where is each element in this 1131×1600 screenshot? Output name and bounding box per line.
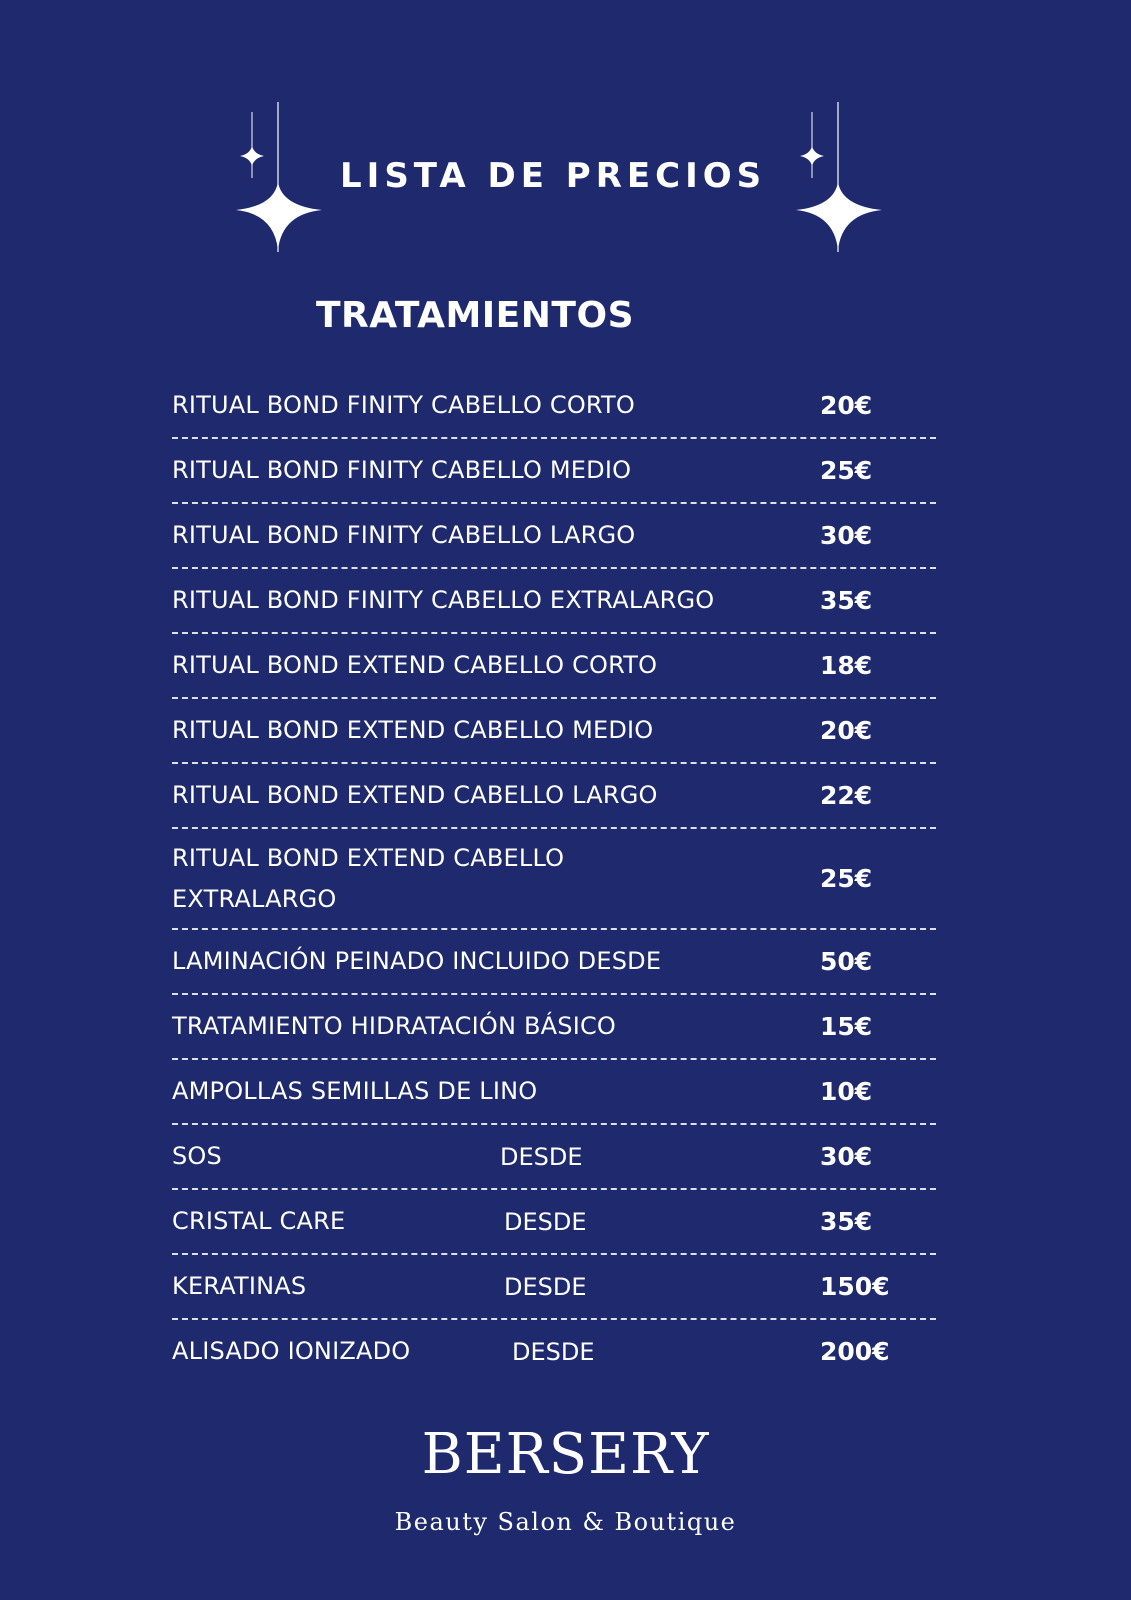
service-name: SOS — [172, 1142, 222, 1170]
desde-label: DESDE — [504, 1272, 587, 1301]
price-row: TRATAMIENTO HIDRATACIÓN BÁSICO 15€ — [172, 995, 936, 1060]
service-price: 20€ — [820, 391, 873, 420]
service-name: RITUAL BOND EXTEND CABELLO LARGO — [172, 781, 658, 809]
service-price: 35€ — [820, 1207, 873, 1236]
service-name: RITUAL BOND FINITY CABELLO LARGO — [172, 521, 636, 549]
service-name: TRATAMIENTO HIDRATACIÓN BÁSICO — [172, 1012, 617, 1040]
sparkle-right-icon — [796, 102, 882, 252]
price-row: RITUAL BOND FINITY CABELLO LARGO 30€ — [172, 504, 936, 569]
price-row: LAMINACIÓN PEINADO INCLUIDO DESDE 50€ — [172, 930, 936, 995]
section-title: TRATAMIENTOS — [316, 295, 634, 336]
price-row: RITUAL BOND FINITY CABELLO CORTO 20€ — [172, 374, 936, 439]
price-row: RITUAL BOND EXTEND CABELLO LARGO 22€ — [172, 764, 936, 829]
service-name: RITUAL BOND FINITY CABELLO MEDIO — [172, 456, 632, 484]
service-price: 30€ — [820, 521, 873, 550]
service-name: RITUAL BOND EXTEND CABELLO MEDIO — [172, 716, 654, 744]
brand-logo: BERSERY — [421, 1422, 710, 1487]
price-row: KERATINAS DESDE 150€ — [172, 1255, 936, 1320]
price-row: CRISTAL CARE DESDE 35€ — [172, 1190, 936, 1255]
service-price: 50€ — [820, 947, 873, 976]
service-price: 20€ — [820, 716, 873, 745]
service-name: ALISADO IONIZADO — [172, 1337, 411, 1365]
price-row: RITUAL BOND FINITY CABELLO EXTRALARGO 35€ — [172, 569, 936, 634]
service-name: RITUAL BOND EXTEND CABELLO CORTO — [172, 651, 658, 679]
page-title: LISTA DE PRECIOS — [340, 156, 767, 196]
price-row: RITUAL BOND EXTEND CABELLO CORTO 18€ — [172, 634, 936, 699]
service-name: LAMINACIÓN PEINADO INCLUIDO DESDE — [172, 947, 662, 975]
price-row: SOS DESDE 30€ — [172, 1125, 936, 1190]
price-row: RITUAL BOND EXTEND CABELLO EXTRALARGO 25€ — [172, 829, 936, 930]
desde-label: DESDE — [500, 1142, 583, 1171]
service-name: AMPOLLAS SEMILLAS DE LINO — [172, 1077, 538, 1105]
service-price: 18€ — [820, 651, 873, 680]
brand-tagline: Beauty Salon & Boutique — [394, 1508, 737, 1536]
service-price: 22€ — [820, 781, 873, 810]
service-price: 30€ — [820, 1142, 873, 1171]
price-list: RITUAL BOND FINITY CABELLO CORTO 20€ RITUA… — [172, 374, 936, 1383]
service-price: 10€ — [820, 1077, 873, 1106]
service-name: CRISTAL CARE — [172, 1207, 346, 1235]
price-row: RITUAL BOND EXTEND CABELLO MEDIO 20€ — [172, 699, 936, 764]
service-price: 15€ — [820, 1012, 873, 1041]
price-row: AMPOLLAS SEMILLAS DE LINO 10€ — [172, 1060, 936, 1125]
service-price: 200€ — [820, 1337, 890, 1366]
service-price: 25€ — [820, 456, 873, 485]
desde-label: DESDE — [504, 1207, 587, 1236]
sparkle-left-icon — [236, 102, 322, 252]
desde-label: DESDE — [512, 1337, 595, 1366]
price-row: RITUAL BOND FINITY CABELLO MEDIO 25€ — [172, 439, 936, 504]
service-name: RITUAL BOND FINITY CABELLO CORTO — [172, 391, 635, 419]
service-name: RITUAL BOND FINITY CABELLO EXTRALARGO — [172, 586, 715, 614]
service-price: 150€ — [820, 1272, 890, 1301]
service-name: RITUAL BOND EXTEND CABELLO EXTRALARGO — [172, 843, 565, 913]
service-price: 25€ — [820, 864, 873, 893]
service-name: KERATINAS — [172, 1272, 307, 1300]
service-price: 35€ — [820, 586, 873, 615]
price-row: ALISADO IONIZADO DESDE 200€ — [172, 1320, 936, 1383]
